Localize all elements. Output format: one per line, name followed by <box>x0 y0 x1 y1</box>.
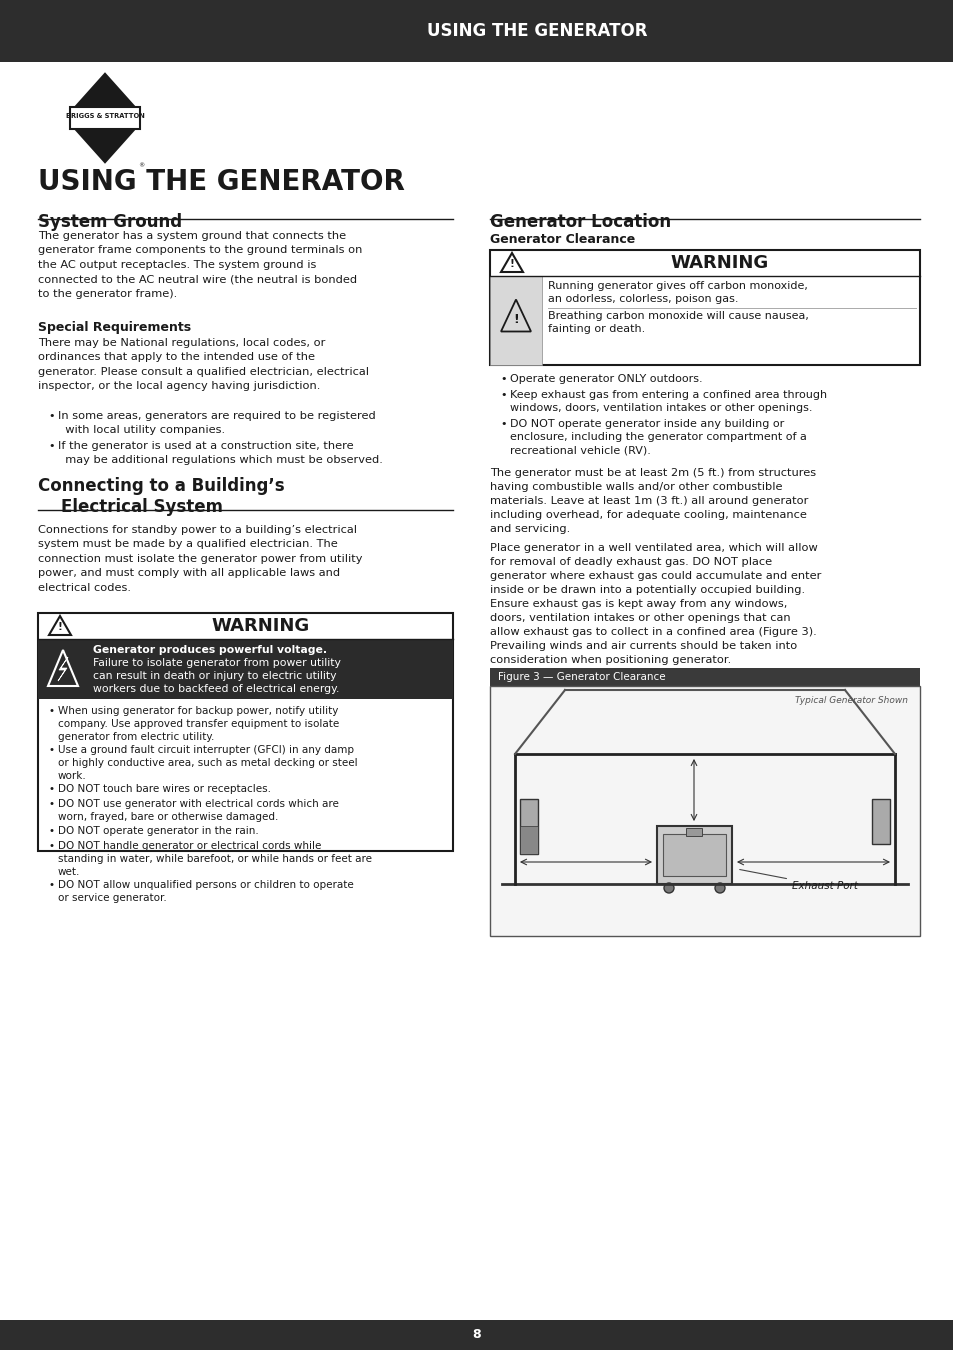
FancyBboxPatch shape <box>519 799 537 855</box>
Text: Operate generator ONLY outdoors.: Operate generator ONLY outdoors. <box>510 374 702 383</box>
Text: If the generator is used at a construction site, there
  may be additional regul: If the generator is used at a constructi… <box>58 441 382 466</box>
Text: •: • <box>48 799 54 809</box>
FancyBboxPatch shape <box>490 250 919 364</box>
Text: ®: ® <box>138 163 144 169</box>
Text: In some areas, generators are required to be registered
  with local utility com: In some areas, generators are required t… <box>58 410 375 436</box>
Text: Failure to isolate generator from power utility
can result in death or injury to: Failure to isolate generator from power … <box>92 657 340 694</box>
Text: •: • <box>48 880 54 890</box>
FancyBboxPatch shape <box>0 0 953 62</box>
Text: There may be National regulations, local codes, or
ordinances that apply to the : There may be National regulations, local… <box>38 338 369 392</box>
Text: The generator must be at least 2m (5 ft.) from structures
having combustible wal: The generator must be at least 2m (5 ft.… <box>490 468 815 535</box>
Text: !: ! <box>57 622 62 632</box>
Text: DO NOT operate generator in the rain.: DO NOT operate generator in the rain. <box>58 826 258 836</box>
Text: !: ! <box>509 259 514 269</box>
Text: Connecting to a Building’s
    Electrical System: Connecting to a Building’s Electrical Sy… <box>38 477 284 516</box>
Text: !: ! <box>513 313 518 325</box>
FancyBboxPatch shape <box>685 828 701 836</box>
Text: DO NOT operate generator inside any building or
enclosure, including the generat: DO NOT operate generator inside any buil… <box>510 418 806 455</box>
Text: When using generator for backup power, notify utility
company. Use approved tran: When using generator for backup power, n… <box>58 706 339 741</box>
Text: •: • <box>48 410 54 421</box>
Text: Connections for standby power to a building’s electrical
system must be made by : Connections for standby power to a build… <box>38 525 362 593</box>
Text: DO NOT handle generator or electrical cords while
standing in water, while baref: DO NOT handle generator or electrical co… <box>58 841 372 876</box>
FancyBboxPatch shape <box>490 668 919 686</box>
Text: Typical Generator Shown: Typical Generator Shown <box>794 697 907 705</box>
Text: Generator Location: Generator Location <box>490 213 670 231</box>
FancyBboxPatch shape <box>519 826 537 855</box>
Text: •: • <box>48 745 54 755</box>
Text: DO NOT touch bare wires or receptacles.: DO NOT touch bare wires or receptacles. <box>58 784 271 794</box>
FancyBboxPatch shape <box>38 639 453 699</box>
Text: USING THE GENERATOR: USING THE GENERATOR <box>426 22 646 40</box>
Text: Use a ground fault circuit interrupter (GFCI) in any damp
or highly conductive a: Use a ground fault circuit interrupter (… <box>58 745 357 780</box>
Text: •: • <box>48 706 54 716</box>
Text: Keep exhaust gas from entering a confined area through
windows, doors, ventilati: Keep exhaust gas from entering a confine… <box>510 390 826 413</box>
Text: System Ground: System Ground <box>38 213 182 231</box>
Text: 8: 8 <box>472 1328 481 1342</box>
Text: •: • <box>499 418 506 429</box>
Text: Running generator gives off carbon monoxide,
an odorless, colorless, poison gas.: Running generator gives off carbon monox… <box>547 281 807 304</box>
Text: •: • <box>499 374 506 383</box>
Text: •: • <box>48 441 54 451</box>
Text: Place generator in a well ventilated area, which will allow
for removal of deadl: Place generator in a well ventilated are… <box>490 543 821 666</box>
Text: •: • <box>48 841 54 850</box>
Text: Generator Clearance: Generator Clearance <box>490 234 635 246</box>
Text: Generator produces powerful voltage.: Generator produces powerful voltage. <box>92 645 327 655</box>
Text: DO NOT allow unqualified persons or children to operate
or service generator.: DO NOT allow unqualified persons or chil… <box>58 880 354 903</box>
Polygon shape <box>58 657 68 680</box>
Circle shape <box>714 883 724 892</box>
Circle shape <box>663 883 673 892</box>
Text: •: • <box>499 390 506 400</box>
Text: WARNING: WARNING <box>670 254 768 271</box>
Text: DO NOT use generator with electrical cords which are
worn, frayed, bare or other: DO NOT use generator with electrical cor… <box>58 799 338 822</box>
FancyBboxPatch shape <box>871 799 889 844</box>
Text: BRIGGS & STRATTON: BRIGGS & STRATTON <box>66 113 144 119</box>
FancyBboxPatch shape <box>70 107 140 130</box>
FancyBboxPatch shape <box>662 834 725 876</box>
Polygon shape <box>71 73 138 109</box>
Text: •: • <box>48 826 54 836</box>
FancyBboxPatch shape <box>0 1320 953 1350</box>
Text: The generator has a system ground that connects the
generator frame components t: The generator has a system ground that c… <box>38 231 362 298</box>
Text: Exhaust Port: Exhaust Port <box>739 869 857 891</box>
FancyBboxPatch shape <box>657 826 731 884</box>
FancyBboxPatch shape <box>490 275 541 364</box>
Polygon shape <box>71 126 138 163</box>
Text: Figure 3 — Generator Clearance: Figure 3 — Generator Clearance <box>497 672 665 682</box>
Text: •: • <box>48 784 54 794</box>
FancyBboxPatch shape <box>490 686 919 936</box>
Text: Breathing carbon monoxide will cause nausea,
fainting or death.: Breathing carbon monoxide will cause nau… <box>547 310 808 335</box>
Text: Special Requirements: Special Requirements <box>38 321 191 333</box>
Text: WARNING: WARNING <box>212 617 310 634</box>
Text: USING THE GENERATOR: USING THE GENERATOR <box>38 167 404 196</box>
FancyBboxPatch shape <box>38 613 453 850</box>
